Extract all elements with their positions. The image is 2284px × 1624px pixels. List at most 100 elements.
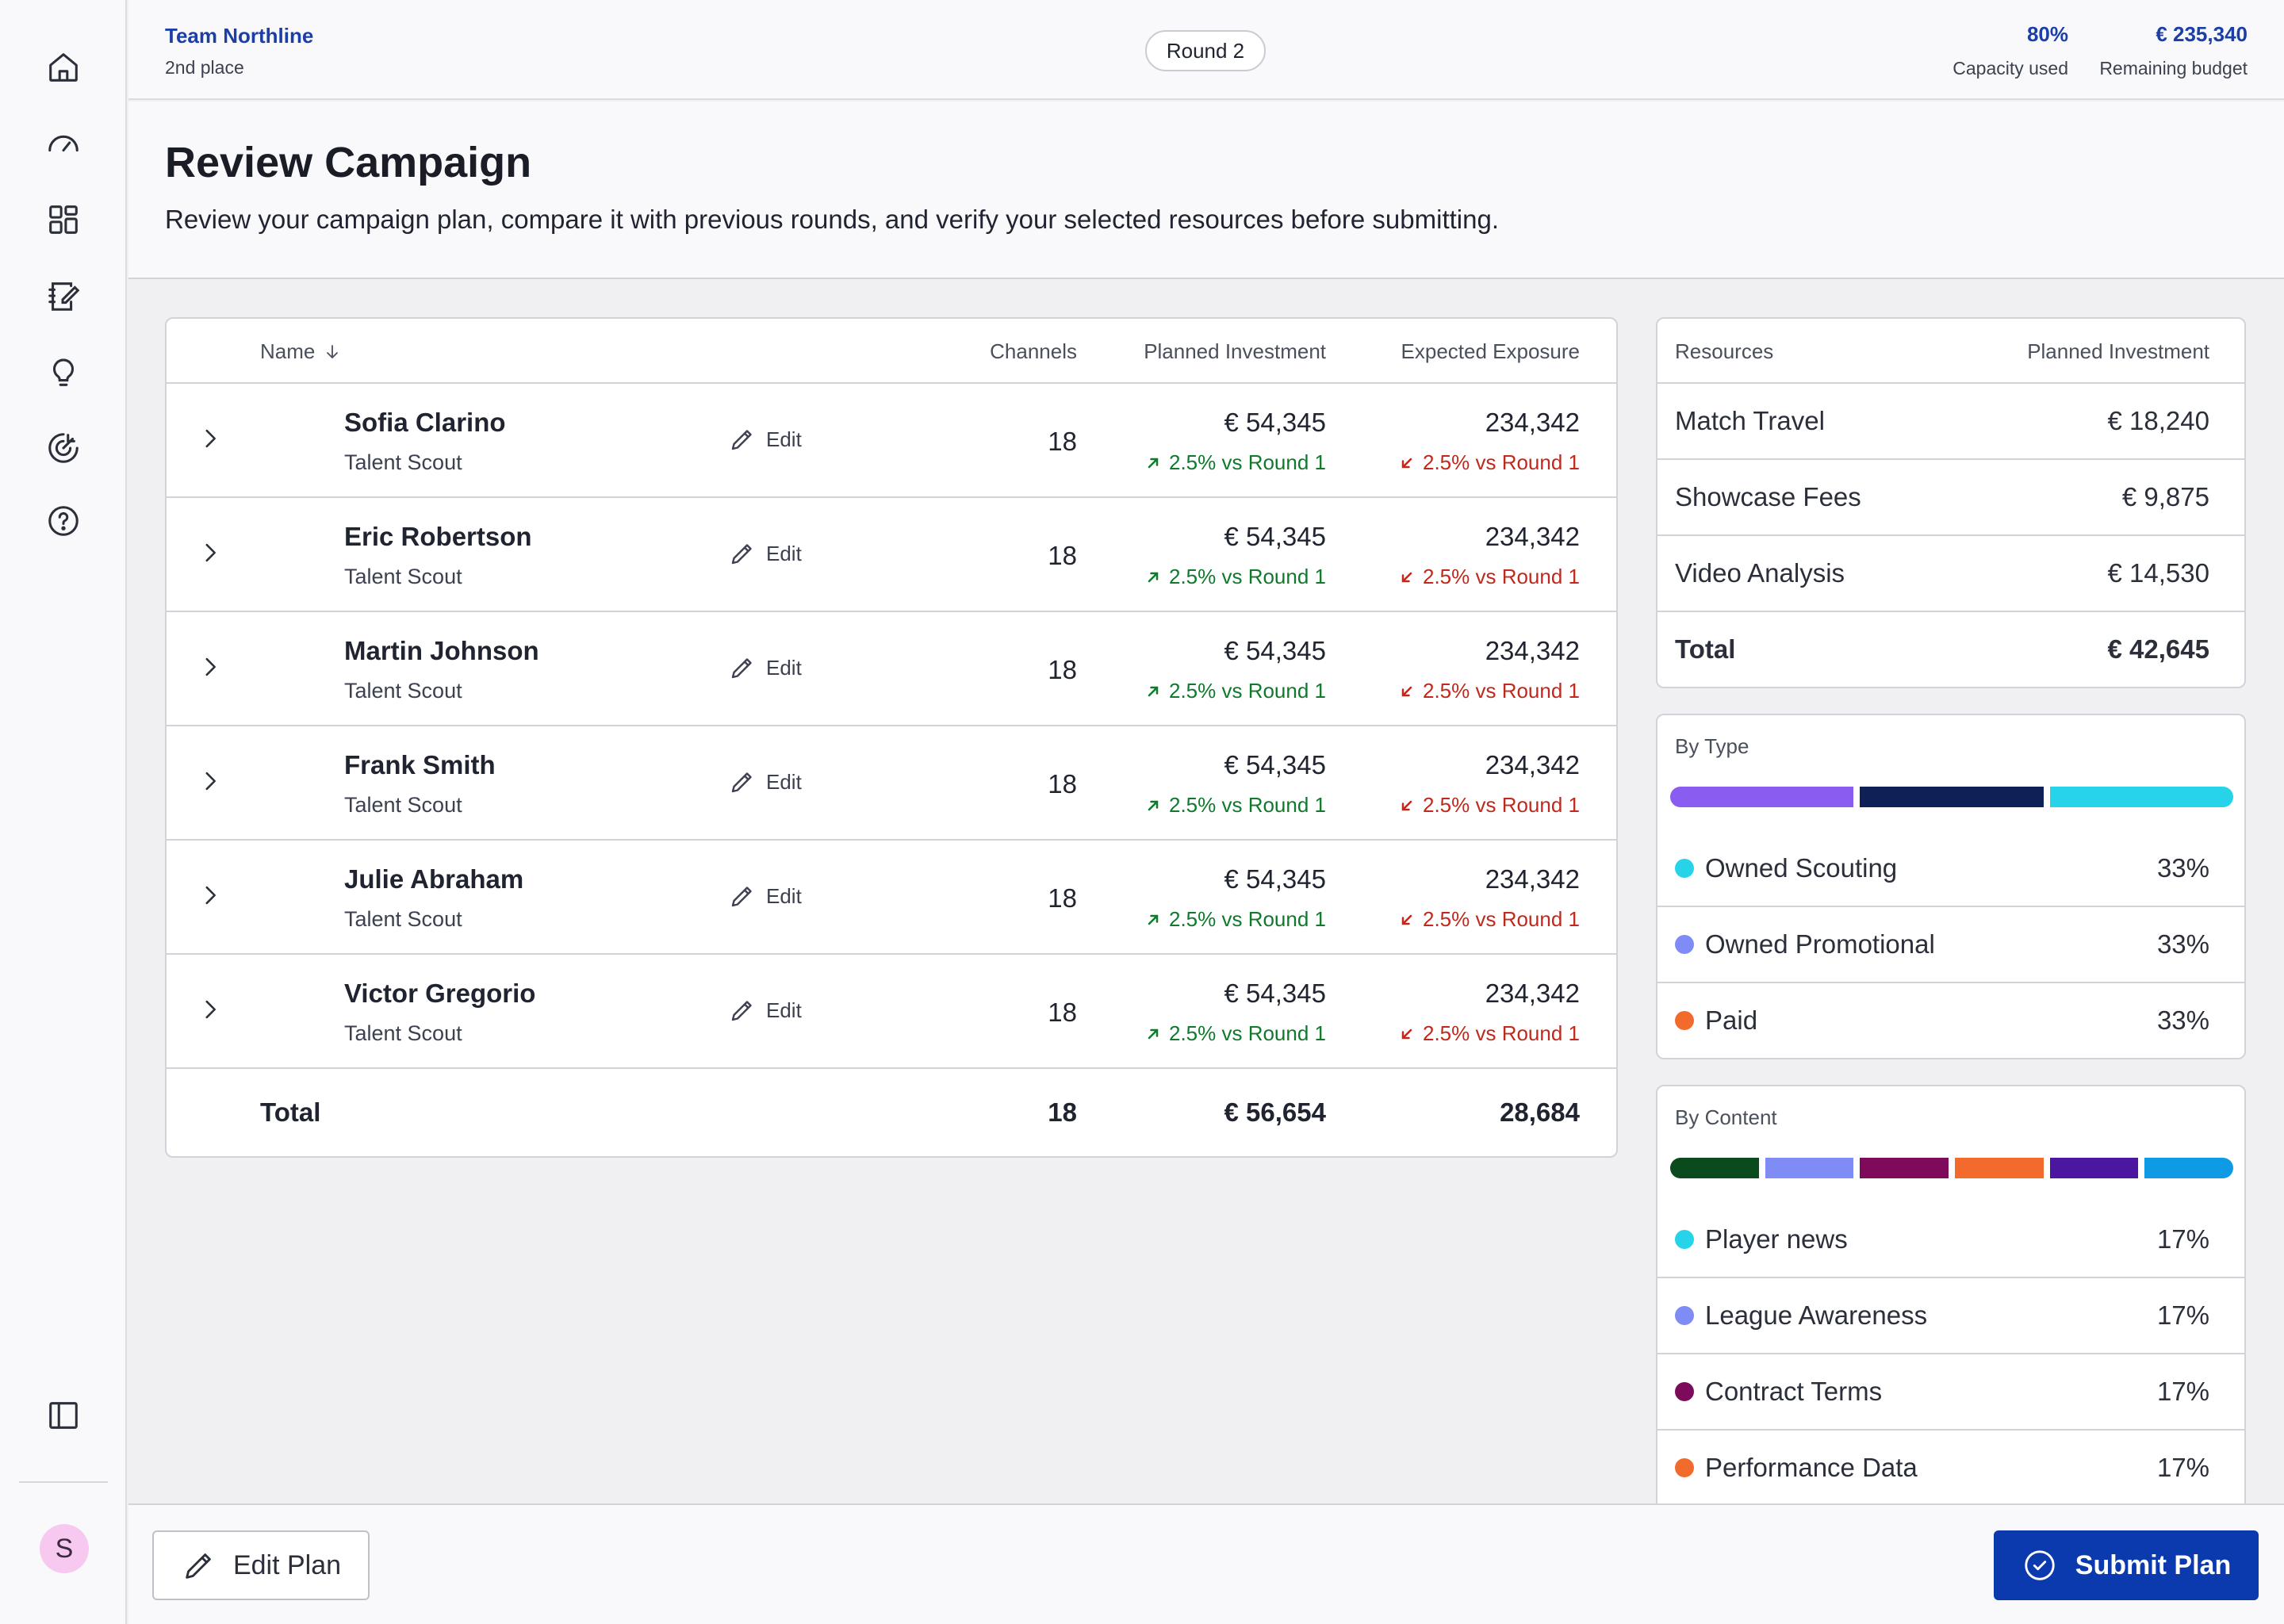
edit-label: Edit (766, 427, 802, 451)
resource-value: € 9,875 (2121, 482, 2209, 511)
edit-row-button[interactable]: Edit (728, 539, 802, 568)
edit-row-button[interactable]: Edit (728, 653, 802, 682)
person-role: Talent Scout (344, 679, 462, 703)
by-content-title: By Content (1675, 1105, 1777, 1129)
table-row[interactable]: Frank Smith Talent Scout Edit 18 € 54,34… (167, 726, 1616, 841)
arrow-up-right-icon (1148, 800, 1159, 810)
submit-plan-button[interactable]: Submit Plan (1994, 1530, 2259, 1600)
chevron-right-icon[interactable] (197, 539, 224, 566)
legend-dot (1675, 859, 1694, 878)
table-row[interactable]: Sofia Clarino Talent Scout Edit 18 € 54,… (167, 384, 1616, 498)
budget-value: € 235,340 (2156, 22, 2248, 46)
header-divider (167, 382, 1616, 384)
card-divider (1657, 906, 2244, 907)
legend-dot (1675, 1230, 1694, 1249)
lightbulb-icon[interactable] (44, 352, 83, 392)
target-chart-icon[interactable] (44, 428, 83, 468)
resources-card: Resources Planned Investment Match Trave… (1656, 317, 2246, 688)
channels-value: 18 (1048, 883, 1077, 913)
chevron-right-icon[interactable] (197, 768, 224, 795)
edit-row-button[interactable]: Edit (728, 768, 802, 796)
resources-total-label-text: Total (1675, 634, 1736, 664)
person-role: Talent Scout (344, 565, 462, 588)
name-column-header[interactable]: Name (260, 339, 342, 364)
chevron-right-icon[interactable] (197, 882, 224, 909)
resource-value: € 18,240 (2107, 406, 2209, 435)
edit-row-button[interactable]: Edit (728, 882, 802, 910)
resources-header: Resources (1675, 339, 1774, 363)
exposure-delta-text: 2.5% vs Round 1 (1422, 450, 1580, 474)
legend-value: 17% (2156, 1453, 2209, 1482)
exposure-delta-text: 2.5% vs Round 1 (1422, 793, 1580, 817)
by-content-card: By Content Player news 17% League Awaren… (1656, 1085, 2246, 1513)
by-type-bar (1670, 787, 2233, 807)
planned-delta-text: 2.5% vs Round 1 (1168, 793, 1326, 817)
edit-plan-button[interactable]: Edit Plan (152, 1530, 370, 1600)
edit-label: Edit (766, 655, 802, 680)
name-header-label: Name (260, 339, 316, 363)
pencil-icon (731, 887, 752, 907)
legend-dot (1675, 1382, 1694, 1401)
planned-delta-text: 2.5% vs Round 1 (1168, 679, 1326, 703)
legend-value: 33% (2156, 1005, 2209, 1035)
legend-value: 17% (2156, 1300, 2209, 1330)
team-name[interactable]: Team Northline (165, 24, 314, 48)
arrow-down-left-icon (1401, 914, 1412, 925)
exposure-value: 234,342 (1485, 522, 1580, 551)
home-icon[interactable] (44, 48, 83, 87)
resource-value: € 14,530 (2107, 558, 2209, 588)
content-segment (2144, 1158, 2234, 1178)
card-divider (1657, 1277, 2244, 1278)
submit-plan-label: Submit Plan (2075, 1549, 2232, 1580)
budget-stat: € 235,340 Remaining budget (2099, 22, 2248, 79)
table-row[interactable]: Victor Gregorio Talent Scout Edit 18 € 5… (167, 955, 1616, 1069)
row-divider (167, 611, 1616, 612)
channels-value: 18 (1048, 655, 1077, 684)
planned-value: € 54,345 (1224, 979, 1326, 1008)
legend-item: Paid (1675, 1005, 1757, 1036)
row-divider (167, 496, 1616, 498)
planned-delta-text: 2.5% vs Round 1 (1168, 1021, 1326, 1045)
help-icon[interactable] (44, 501, 83, 541)
legend-dot (1675, 1011, 1694, 1030)
exposure-value: 234,342 (1485, 979, 1580, 1008)
exposure-delta-text: 2.5% vs Round 1 (1422, 565, 1580, 588)
table-row[interactable]: Eric Robertson Talent Scout Edit 18 € 54… (167, 498, 1616, 612)
planned-delta-text: 2.5% vs Round 1 (1168, 565, 1326, 588)
pencil-icon (186, 1553, 211, 1579)
legend-item: Player news (1675, 1224, 1848, 1254)
planned-delta: 2.5% vs Round 1 (1145, 679, 1326, 703)
capacity-stat: 80% Capacity used (1953, 22, 2068, 79)
legend-value: 17% (2156, 1377, 2209, 1406)
arrow-up-right-icon (1148, 1028, 1159, 1039)
planned-delta: 2.5% vs Round 1 (1145, 1021, 1326, 1046)
type-segment (1670, 787, 1854, 807)
pencil-icon (731, 772, 752, 793)
row-divider (167, 725, 1616, 726)
grid-apps-icon[interactable] (44, 200, 83, 239)
legend-label: League Awareness (1705, 1300, 1928, 1330)
arrow-down-left-icon (1401, 572, 1412, 582)
by-content-bar (1670, 1158, 2234, 1178)
arrow-up-right-icon (1148, 914, 1159, 925)
channels-value: 18 (1048, 998, 1077, 1027)
dashboard-gauge-icon[interactable] (44, 123, 83, 163)
exposure-delta: 2.5% vs Round 1 (1399, 1021, 1580, 1046)
sidebar-toggle-icon[interactable] (44, 1396, 83, 1435)
sidebar-divider (19, 1481, 108, 1483)
channels-value: 18 (1048, 769, 1077, 799)
chevron-right-icon[interactable] (197, 653, 224, 680)
edit-row-button[interactable]: Edit (728, 425, 802, 454)
avatar[interactable]: S (40, 1524, 89, 1573)
chevron-right-icon[interactable] (197, 996, 224, 1023)
edit-row-button[interactable]: Edit (728, 996, 802, 1025)
notebook-edit-icon[interactable] (44, 276, 83, 316)
exposure-column-header: Expected Exposure (1401, 339, 1580, 363)
table-row[interactable]: Martin Johnson Talent Scout Edit 18 € 54… (167, 612, 1616, 726)
exposure-delta: 2.5% vs Round 1 (1399, 565, 1580, 589)
person-role: Talent Scout (344, 907, 462, 931)
card-divider (1657, 382, 2244, 384)
chevron-right-icon[interactable] (197, 425, 224, 452)
table-row[interactable]: Julie Abraham Talent Scout Edit 18 € 54,… (167, 841, 1616, 955)
legend-label: Owned Scouting (1705, 853, 1898, 883)
